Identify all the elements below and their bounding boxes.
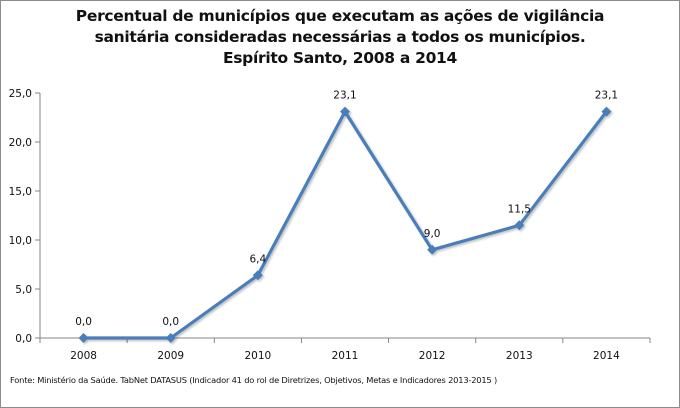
data-label: 23,1 xyxy=(333,90,356,102)
data-point-marker xyxy=(340,106,350,117)
data-point-marker xyxy=(252,270,263,281)
data-point-marker xyxy=(514,220,525,231)
chart-title-line-1: Percentual de municípios que executam as… xyxy=(75,7,605,25)
x-tick-label: 2012 xyxy=(419,350,446,362)
y-tick-label: 20,0 xyxy=(9,137,32,149)
x-tick-label: 2014 xyxy=(593,350,620,362)
y-tick-label: 25,0 xyxy=(9,88,32,100)
chart-title-line-2: sanitária consideradas necessárias a tod… xyxy=(94,28,586,46)
y-tick-label: 0,0 xyxy=(15,333,32,345)
data-point-marker xyxy=(601,106,612,117)
series-group xyxy=(78,106,612,343)
x-tick-label: 2011 xyxy=(332,350,359,362)
data-label: 23,1 xyxy=(595,90,618,102)
data-label: 11,5 xyxy=(508,203,531,215)
data-point-marker xyxy=(165,333,176,343)
chart-title-line-3: Espírito Santo, 2008 a 2014 xyxy=(222,49,458,67)
data-point-marker xyxy=(427,244,438,255)
series-line xyxy=(83,110,608,340)
x-tick-label: 2013 xyxy=(506,350,533,362)
y-tick-label: 15,0 xyxy=(9,186,32,198)
data-labels-group: 0,0 0,0 6,4 23,1 9,0 11,5 23,1 xyxy=(75,90,618,328)
data-label: 0,0 xyxy=(75,316,92,328)
source-note: Fonte: Ministério da Saúde. TabNet DATAS… xyxy=(10,375,497,385)
y-tick-label: 5,0 xyxy=(15,284,32,296)
y-tick-label: 10,0 xyxy=(9,235,32,247)
x-tick-label: 2009 xyxy=(157,350,184,362)
data-label: 6,4 xyxy=(250,253,267,265)
data-label: 0,0 xyxy=(162,316,179,328)
x-tick-label: 2010 xyxy=(244,350,271,362)
data-label: 9,0 xyxy=(424,228,441,240)
axes: 0,0 5,0 10,0 15,0 20,0 25,0 2008 2009 2010 2011 20… xyxy=(9,88,651,362)
chart-title: Percentual de municípios que executam as… xyxy=(0,6,680,69)
data-point-marker xyxy=(78,333,89,343)
x-tick-label: 2008 xyxy=(70,350,97,362)
